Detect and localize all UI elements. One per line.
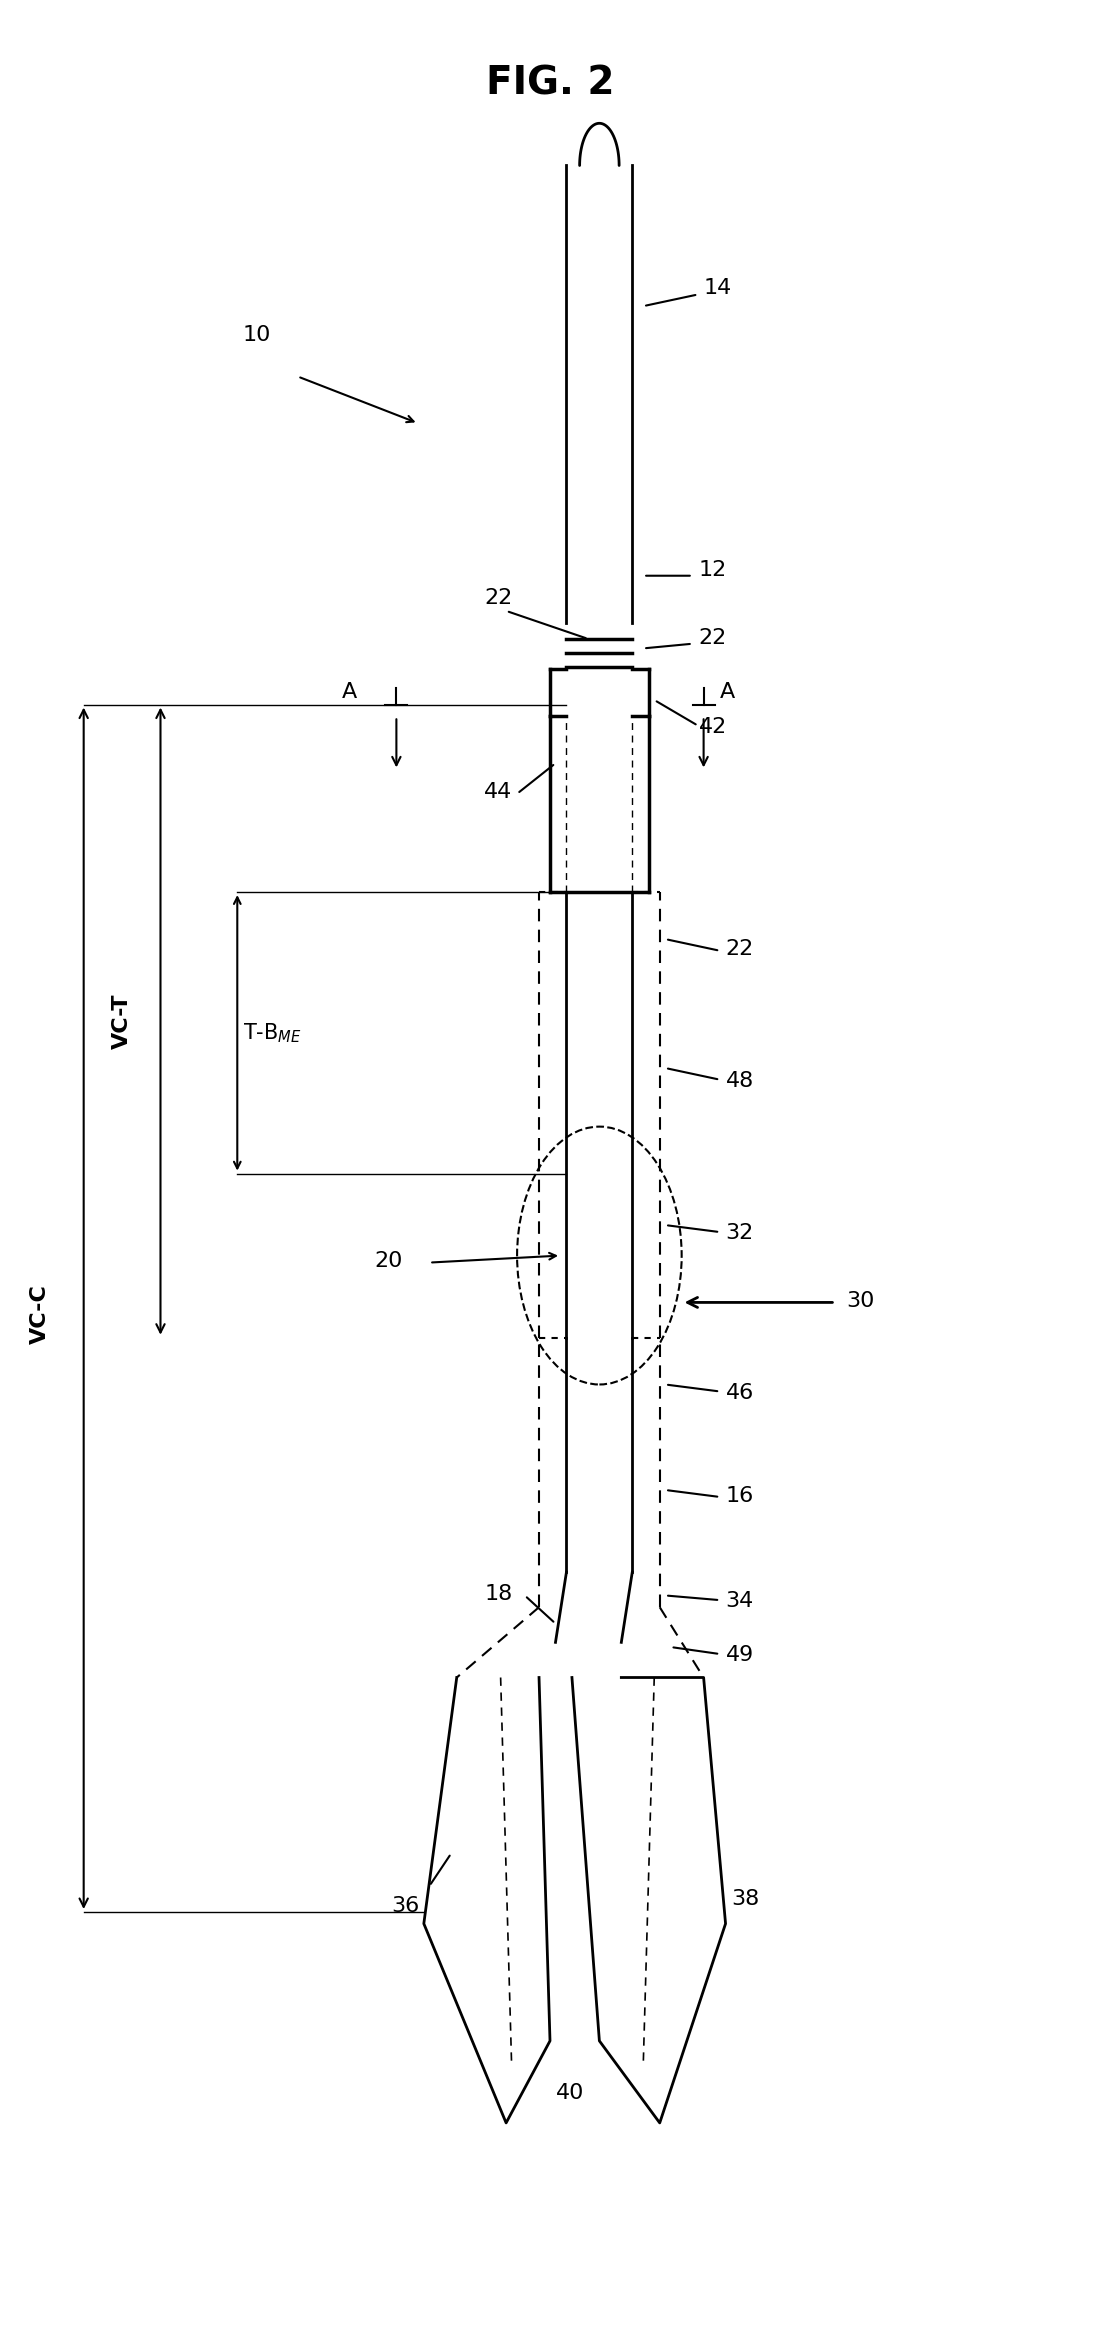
Text: 49: 49 (726, 1645, 754, 1664)
Text: A: A (720, 681, 735, 702)
Text: 30: 30 (846, 1291, 874, 1312)
Text: 42: 42 (700, 716, 727, 737)
Text: 10: 10 (243, 326, 272, 345)
Text: 38: 38 (732, 1889, 759, 1908)
Text: 32: 32 (726, 1223, 754, 1244)
Text: 46: 46 (726, 1382, 754, 1404)
Text: VC-C: VC-C (30, 1284, 50, 1345)
Text: VC-T: VC-T (112, 993, 132, 1049)
Text: 34: 34 (726, 1591, 754, 1610)
Text: 16: 16 (726, 1486, 754, 1507)
Text: 22: 22 (484, 587, 513, 608)
Text: 14: 14 (704, 279, 732, 298)
Text: A: A (341, 681, 356, 702)
Text: 18: 18 (484, 1584, 513, 1603)
Text: 22: 22 (726, 939, 754, 960)
Text: 48: 48 (726, 1070, 754, 1091)
Text: 20: 20 (374, 1251, 403, 1272)
Text: FIG. 2: FIG. 2 (486, 63, 614, 103)
Text: T-B$_{ME}$: T-B$_{ME}$ (243, 1021, 301, 1044)
Text: 22: 22 (698, 627, 726, 648)
Text: 40: 40 (556, 2084, 584, 2103)
Text: 44: 44 (484, 782, 513, 803)
Text: 12: 12 (698, 559, 726, 580)
Text: 36: 36 (390, 1896, 419, 1915)
